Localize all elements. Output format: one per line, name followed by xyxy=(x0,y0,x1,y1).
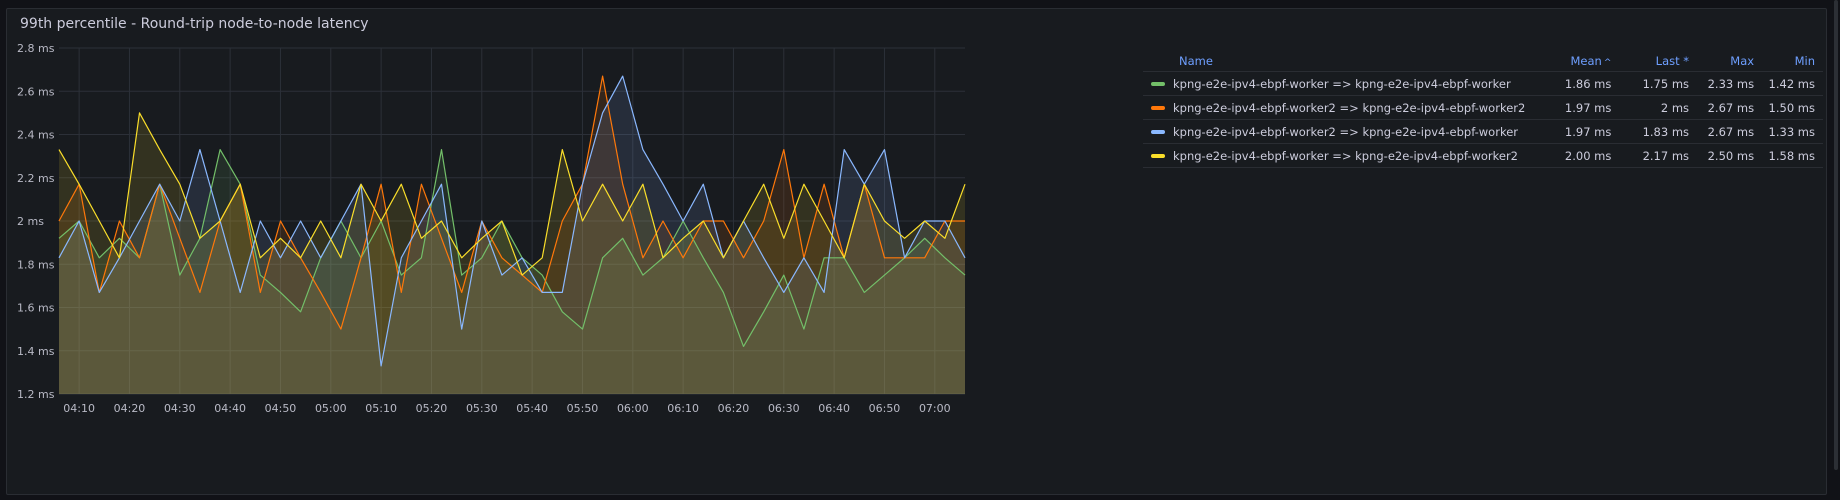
y-tick-label: 2.2 ms xyxy=(17,172,55,185)
y-tick-label: 1.6 ms xyxy=(17,302,55,315)
series-area xyxy=(59,76,965,394)
legend-min-value: 1.50 ms xyxy=(1762,95,1823,120)
legend-series-label: kpng-e2e-ipv4-ebpf-worker2 => kpng-e2e-i… xyxy=(1173,124,1518,139)
y-tick-label: 2.8 ms xyxy=(17,42,55,55)
sort-ascending-icon: ^ xyxy=(1603,57,1612,68)
legend-row[interactable]: kpng-e2e-ipv4-ebpf-worker => kpng-e2e-ip… xyxy=(1143,71,1823,96)
legend-mean-value: 1.86 ms xyxy=(1541,71,1620,96)
legend-mean-value: 1.97 ms xyxy=(1541,95,1620,120)
legend-max-value: 2.67 ms xyxy=(1697,95,1763,120)
x-tick-label: 04:50 xyxy=(265,402,297,415)
legend-series-name[interactable]: kpng-e2e-ipv4-ebpf-worker => kpng-e2e-ip… xyxy=(1143,71,1542,96)
x-tick-label: 07:00 xyxy=(919,402,951,415)
legend-series-name[interactable]: kpng-e2e-ipv4-ebpf-worker => kpng-e2e-ip… xyxy=(1143,143,1542,168)
legend-max-value: 2.33 ms xyxy=(1697,71,1763,96)
x-tick-label: 06:00 xyxy=(617,402,649,415)
legend-row[interactable]: kpng-e2e-ipv4-ebpf-worker2 => kpng-e2e-i… xyxy=(1143,119,1823,144)
legend-series-name[interactable]: kpng-e2e-ipv4-ebpf-worker2 => kpng-e2e-i… xyxy=(1143,119,1542,144)
legend-header-max[interactable]: Max xyxy=(1697,50,1763,72)
legend-mean-value: 2.00 ms xyxy=(1541,143,1620,168)
y-tick-label: 1.8 ms xyxy=(17,258,55,271)
x-tick-label: 05:00 xyxy=(315,402,347,415)
y-tick-label: 2.6 ms xyxy=(17,85,55,98)
series-line xyxy=(58,75,966,367)
legend-header-mean[interactable]: Mean ^ xyxy=(1541,50,1620,72)
x-tick-label: 04:10 xyxy=(63,402,95,415)
x-tick-label: 06:10 xyxy=(667,402,699,415)
y-axis: 1.2 ms 1.4 ms 1.6 ms 1.8 ms 2 ms 2.2 ms 2.4 ms… xyxy=(17,42,55,401)
legend-row[interactable]: kpng-e2e-ipv4-ebpf-worker => kpng-e2e-ip… xyxy=(1143,143,1823,168)
legend-last-value: 1.83 ms xyxy=(1619,119,1698,144)
x-tick-label: 05:50 xyxy=(567,402,599,415)
panel-title[interactable]: 99th percentile - Round-trip node-to-nod… xyxy=(20,16,369,32)
legend-header-min[interactable]: Min xyxy=(1762,50,1823,72)
chart-series-lines xyxy=(58,75,966,367)
latency-chart[interactable]: 1.2 ms 1.4 ms 1.6 ms 1.8 ms 2 ms 2.2 ms 2.4 ms… xyxy=(7,9,1142,484)
legend-series-label: kpng-e2e-ipv4-ebpf-worker2 => kpng-e2e-i… xyxy=(1173,100,1526,115)
series-line xyxy=(58,112,966,276)
x-axis: 04:10 04:20 04:30 04:40 04:50 05:00 05:10 05:20… xyxy=(63,402,950,415)
series-color-swatch[interactable] xyxy=(1151,82,1165,86)
y-tick-label: 1.2 ms xyxy=(17,388,55,401)
x-tick-label: 05:10 xyxy=(365,402,397,415)
legend-last-value: 1.75 ms xyxy=(1619,71,1698,96)
x-tick-label: 04:20 xyxy=(114,402,146,415)
legend-max-value: 2.67 ms xyxy=(1697,119,1763,144)
x-tick-label: 04:40 xyxy=(214,402,246,415)
x-tick-label: 06:50 xyxy=(869,402,901,415)
legend-min-value: 1.58 ms xyxy=(1762,143,1823,168)
legend-last-value: 2 ms xyxy=(1619,95,1698,120)
series-color-swatch[interactable] xyxy=(1151,154,1165,158)
y-tick-label: 1.4 ms xyxy=(17,345,55,358)
legend-mean-value: 1.97 ms xyxy=(1541,119,1620,144)
legend-header-last[interactable]: Last * xyxy=(1619,50,1698,72)
legend-max-value: 2.50 ms xyxy=(1697,143,1763,168)
x-tick-label: 06:20 xyxy=(718,402,750,415)
y-tick-label: 2 ms xyxy=(17,215,44,228)
chart-legend: Name Mean ^ Last * Max Min kpng-e2e-ipv4-… xyxy=(1143,50,1823,168)
series-area xyxy=(59,76,965,394)
legend-min-value: 1.33 ms xyxy=(1762,119,1823,144)
y-tick-label: 2.4 ms xyxy=(17,129,55,142)
series-color-swatch[interactable] xyxy=(1151,106,1165,110)
series-area xyxy=(59,112,965,395)
chart-series-areas xyxy=(59,76,965,395)
series-color-swatch[interactable] xyxy=(1151,130,1165,134)
x-tick-label: 06:30 xyxy=(768,402,800,415)
legend-table: Name Mean ^ Last * Max Min kpng-e2e-ipv4-… xyxy=(1143,50,1823,168)
panel: 99th percentile - Round-trip node-to-nod… xyxy=(6,8,1827,495)
legend-last-value: 2.17 ms xyxy=(1619,143,1698,168)
legend-series-label: kpng-e2e-ipv4-ebpf-worker => kpng-e2e-ip… xyxy=(1173,76,1511,91)
legend-header-name[interactable]: Name xyxy=(1143,50,1542,72)
series-line xyxy=(58,149,966,347)
series-area xyxy=(59,149,965,394)
legend-series-label: kpng-e2e-ipv4-ebpf-worker => kpng-e2e-ip… xyxy=(1173,148,1518,163)
scrollbar-thumb[interactable] xyxy=(1834,0,1838,470)
legend-min-value: 1.42 ms xyxy=(1762,71,1823,96)
legend-header-mean-label: Mean xyxy=(1570,53,1602,68)
page-scrollbar[interactable] xyxy=(1832,0,1840,500)
x-tick-label: 06:40 xyxy=(818,402,850,415)
x-tick-label: 04:30 xyxy=(164,402,196,415)
legend-row[interactable]: kpng-e2e-ipv4-ebpf-worker2 => kpng-e2e-i… xyxy=(1143,95,1823,120)
legend-series-name[interactable]: kpng-e2e-ipv4-ebpf-worker2 => kpng-e2e-i… xyxy=(1143,95,1542,120)
x-tick-label: 05:40 xyxy=(516,402,548,415)
legend-header-row: Name Mean ^ Last * Max Min xyxy=(1143,50,1823,72)
x-tick-label: 05:20 xyxy=(416,402,448,415)
x-tick-label: 05:30 xyxy=(466,402,498,415)
